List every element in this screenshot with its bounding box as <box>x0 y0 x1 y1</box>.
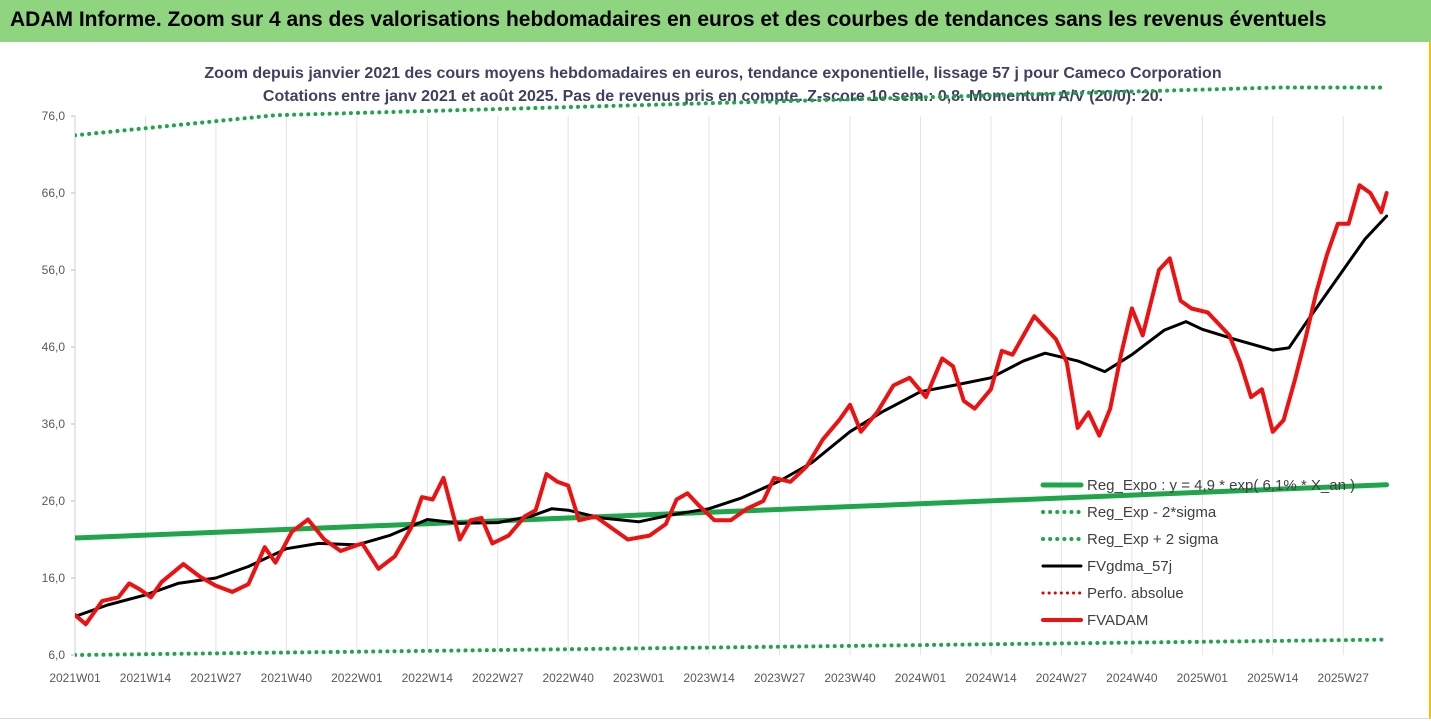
y-tick-label: 56,0 <box>42 263 66 277</box>
chart-title-line: Zoom depuis janvier 2021 des cours moyen… <box>204 65 1221 82</box>
legend-label: Perfo. absolue <box>1087 585 1184 602</box>
y-tick-label: 26,0 <box>42 494 66 508</box>
x-tick-label: 2025W01 <box>1177 671 1229 685</box>
x-tick-label: 2023W14 <box>683 671 735 685</box>
x-tick-label: 2021W14 <box>120 671 172 685</box>
chart-frame <box>0 42 1431 719</box>
page-title: ADAM Informe. Zoom sur 4 ans des valoris… <box>10 8 1327 31</box>
x-tick-label: 2022W14 <box>402 671 454 685</box>
x-tick-label: 2025W14 <box>1247 671 1299 685</box>
x-tick-label: 2022W01 <box>331 671 383 685</box>
plot-area <box>75 85 1390 657</box>
legend-label: FVgdma_57j <box>1087 558 1172 575</box>
y-tick-label: 46,0 <box>42 340 66 354</box>
series-line-2 <box>75 85 1389 138</box>
x-tick-label: 2023W40 <box>824 671 876 685</box>
y-tick-label: 76,0 <box>42 109 66 123</box>
x-tick-label: 2021W40 <box>261 671 313 685</box>
x-tick-label: 2023W01 <box>613 671 665 685</box>
y-tick-label: 6,0 <box>48 648 65 662</box>
x-tick-label: 2023W27 <box>754 671 806 685</box>
legend-label: FVADAM <box>1087 612 1148 629</box>
x-tick-label: 2024W40 <box>1106 671 1158 685</box>
x-tick-label: 2021W01 <box>49 671 101 685</box>
series-line-1 <box>75 637 1389 657</box>
legend-label: Reg_Exp + 2 sigma <box>1087 531 1219 548</box>
legend-label: Reg_Expo : y = 4,9 * exp( 6,1% * X_an ) <box>1087 477 1355 494</box>
y-tick-label: 66,0 <box>42 186 66 200</box>
y-tick-label: 36,0 <box>42 417 66 431</box>
series-line-5 <box>75 183 1389 627</box>
legend-label: Reg_Exp - 2*sigma <box>1087 504 1217 521</box>
x-tick-label: 2024W27 <box>1036 671 1088 685</box>
x-tick-label: 2025W27 <box>1318 671 1370 685</box>
x-tick-label: 2024W01 <box>895 671 947 685</box>
title-banner: ADAM Informe. Zoom sur 4 ans des valoris… <box>0 0 1431 42</box>
x-tick-label: 2022W27 <box>472 671 524 685</box>
x-tick-label: 2021W27 <box>190 671 242 685</box>
chart-title-line: Cotations entre janv 2021 et août 2025. … <box>263 88 1163 105</box>
x-tick-label: 2024W14 <box>965 671 1017 685</box>
x-tick-label: 2022W40 <box>543 671 595 685</box>
y-tick-label: 16,0 <box>42 571 66 585</box>
